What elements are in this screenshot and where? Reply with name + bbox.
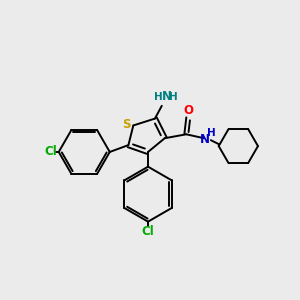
- Text: Cl: Cl: [142, 225, 154, 238]
- Text: H: H: [169, 92, 178, 102]
- Text: N: N: [162, 91, 172, 103]
- Text: H: H: [208, 128, 216, 138]
- Text: S: S: [122, 118, 131, 131]
- Text: O: O: [183, 104, 193, 117]
- Text: H: H: [154, 92, 163, 102]
- Text: N: N: [200, 133, 210, 146]
- Text: Cl: Cl: [44, 146, 57, 158]
